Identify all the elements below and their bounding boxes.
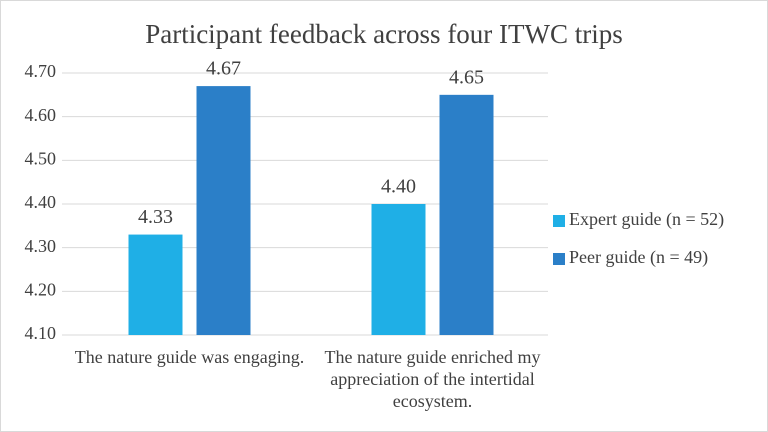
legend-swatch <box>553 215 565 227</box>
y-tick-label: 4.50 <box>25 148 57 168</box>
y-tick-label: 4.60 <box>25 105 57 125</box>
y-tick-label: 4.70 <box>25 61 57 81</box>
data-label: 4.33 <box>138 206 173 228</box>
x-tick-label: The nature guide was engaging. <box>74 347 305 367</box>
x-tick-label: The nature guide enriched my appreciatio… <box>324 347 541 411</box>
legend-label: Peer guide (n = 49) <box>569 247 708 268</box>
data-label: 4.65 <box>449 66 484 88</box>
bar <box>128 234 183 335</box>
y-tick-label: 4.30 <box>25 236 57 256</box>
y-tick-label: 4.40 <box>25 192 57 212</box>
bar <box>196 86 251 335</box>
legend-label: Expert guide (n = 52) <box>569 209 724 230</box>
bar <box>439 94 494 335</box>
y-tick-label: 4.20 <box>25 279 57 299</box>
data-label: 4.40 <box>381 176 416 198</box>
y-tick-label: 4.10 <box>25 323 57 343</box>
data-label: 4.67 <box>206 58 241 80</box>
legend-swatch <box>553 253 565 265</box>
bar <box>371 204 426 335</box>
chart-title: Participant feedback across four ITWC tr… <box>145 19 623 49</box>
